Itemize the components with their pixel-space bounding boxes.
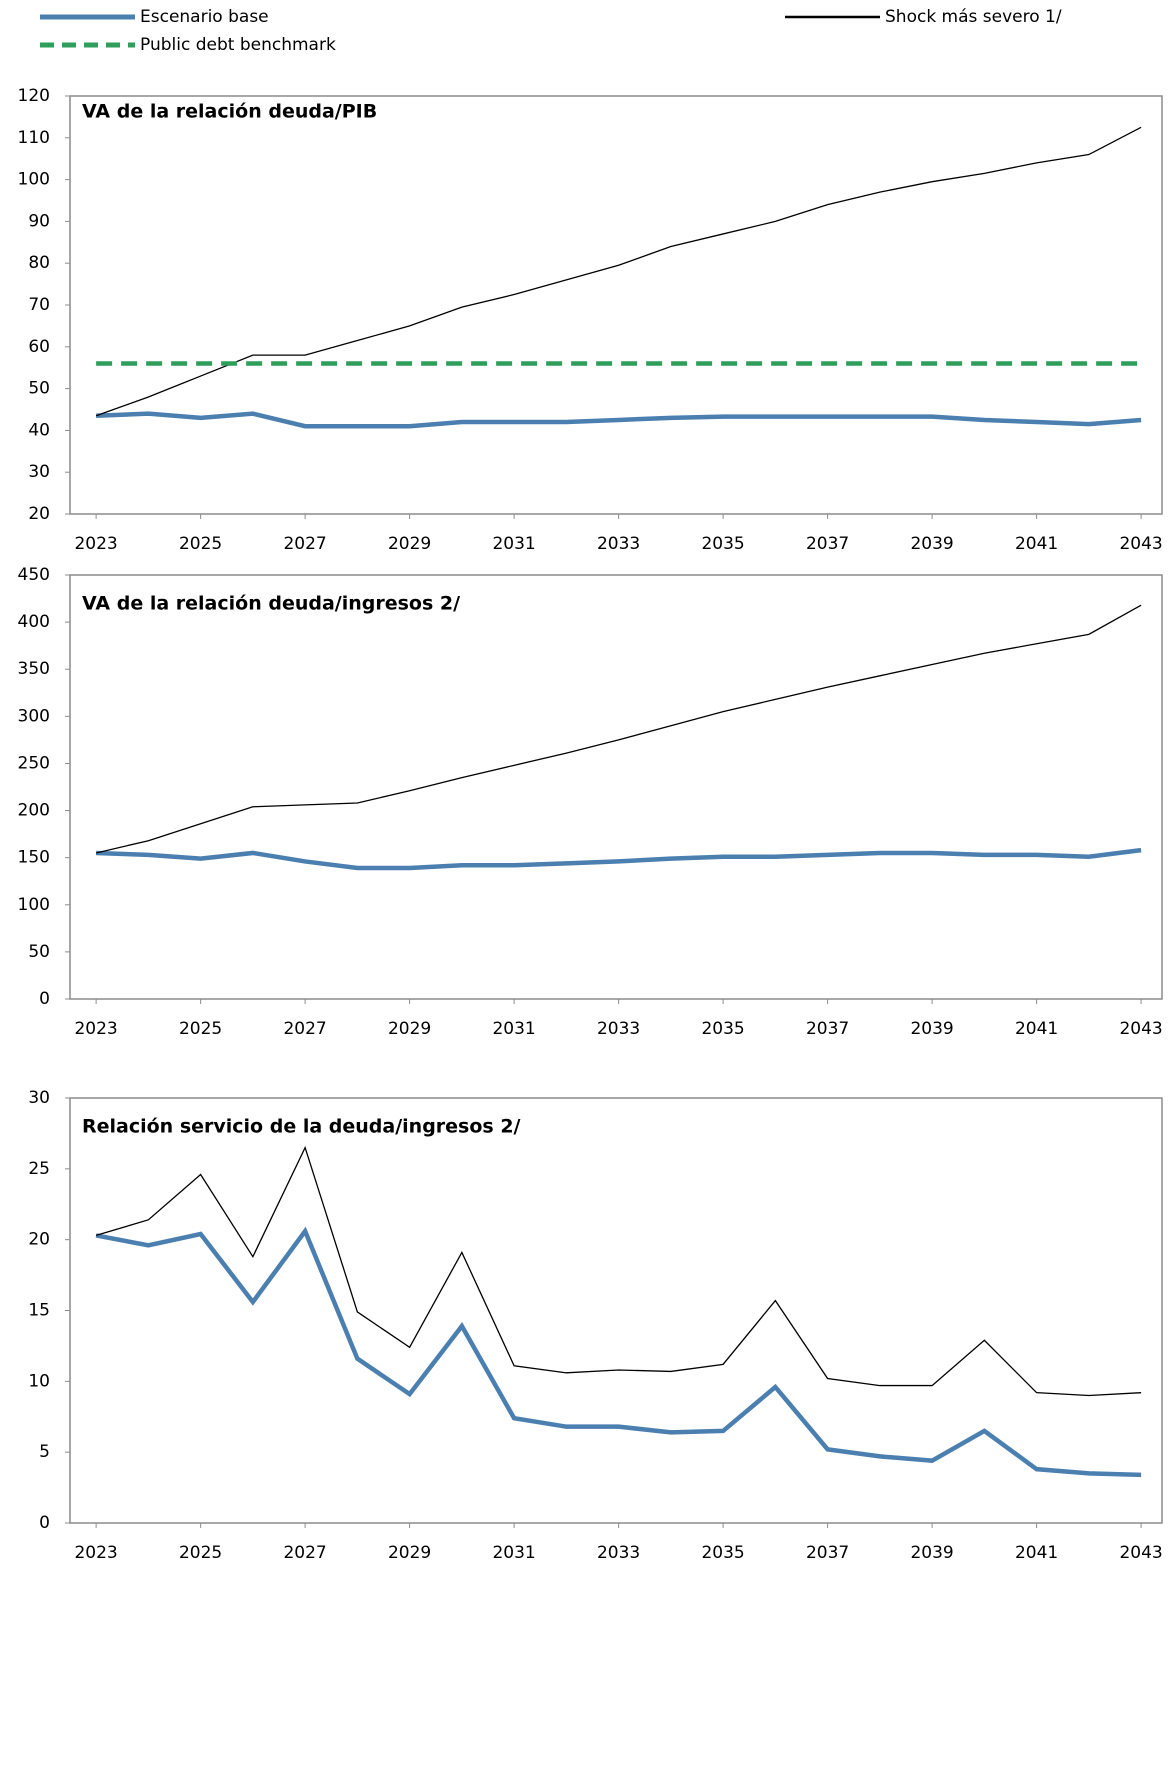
x-tick-label: 2027 xyxy=(283,534,326,554)
legend-label: Shock más severo 1/ xyxy=(885,7,1062,27)
x-tick-label: 2035 xyxy=(701,534,744,554)
x-tick-label: 2043 xyxy=(1119,534,1162,554)
x-tick-label: 2043 xyxy=(1119,1019,1162,1039)
y-tick-label: 50 xyxy=(28,942,50,962)
y-tick-label: 5 xyxy=(39,1442,50,1462)
y-tick-label: 15 xyxy=(28,1301,50,1321)
x-tick-label: 2029 xyxy=(388,1543,431,1563)
x-tick-label: 2039 xyxy=(910,534,953,554)
series-line xyxy=(95,126,1142,417)
legend-label: Public debt benchmark xyxy=(140,35,336,55)
x-tick-label: 2027 xyxy=(283,1543,326,1563)
y-tick-label: 30 xyxy=(28,1088,50,1108)
x-tick-label: 2023 xyxy=(74,1543,117,1563)
y-tick-label: 90 xyxy=(28,211,50,231)
x-tick-label: 2037 xyxy=(806,1019,849,1039)
series-line xyxy=(96,411,1142,429)
chart-title: Relación servicio de la deuda/ingresos 2… xyxy=(82,1116,521,1138)
series-line xyxy=(95,604,1142,854)
x-tick-label: 2041 xyxy=(1015,534,1058,554)
x-tick-label: 2037 xyxy=(806,534,849,554)
x-tick-label: 2027 xyxy=(283,1019,326,1039)
x-tick-label: 2033 xyxy=(597,1019,640,1039)
x-tick-label: 2039 xyxy=(910,1543,953,1563)
x-tick-label: 2031 xyxy=(492,534,535,554)
series-line xyxy=(95,1226,1142,1478)
y-tick-label: 0 xyxy=(39,989,50,1009)
y-tick-label: 250 xyxy=(18,753,50,773)
y-tick-label: 450 xyxy=(18,565,50,585)
y-tick-label: 110 xyxy=(18,128,50,148)
x-tick-label: 2033 xyxy=(597,1543,640,1563)
chart-title: VA de la relación deuda/ingresos 2/ xyxy=(82,593,460,615)
y-tick-label: 30 xyxy=(28,462,50,482)
y-tick-label: 100 xyxy=(18,170,50,190)
x-tick-label: 2029 xyxy=(388,1019,431,1039)
y-tick-label: 120 xyxy=(18,86,50,106)
y-tick-label: 20 xyxy=(28,1230,50,1250)
legend-label: Escenario base xyxy=(140,7,269,27)
x-tick-label: 2033 xyxy=(597,534,640,554)
x-tick-label: 2023 xyxy=(74,534,117,554)
x-tick-label: 2041 xyxy=(1015,1019,1058,1039)
y-tick-label: 200 xyxy=(18,801,50,821)
x-tick-label: 2035 xyxy=(701,1543,744,1563)
y-tick-label: 50 xyxy=(28,379,50,399)
x-tick-label: 2031 xyxy=(492,1019,535,1039)
series-line xyxy=(95,1145,1142,1397)
plot-frame xyxy=(69,1097,1163,1524)
y-tick-label: 20 xyxy=(28,504,50,524)
series-line xyxy=(96,847,1142,871)
y-tick-label: 0 xyxy=(39,1513,50,1533)
plot-frame xyxy=(69,574,1163,1000)
x-tick-label: 2025 xyxy=(179,1019,222,1039)
x-tick-label: 2031 xyxy=(492,1543,535,1563)
y-tick-label: 70 xyxy=(28,295,50,315)
x-tick-label: 2023 xyxy=(74,1019,117,1039)
y-tick-label: 25 xyxy=(28,1159,50,1179)
y-tick-label: 100 xyxy=(18,895,50,915)
x-tick-label: 2035 xyxy=(701,1019,744,1039)
x-tick-label: 2037 xyxy=(806,1543,849,1563)
y-tick-label: 300 xyxy=(18,706,50,726)
plot-frame xyxy=(69,95,1163,515)
y-tick-label: 80 xyxy=(28,253,50,273)
x-tick-label: 2043 xyxy=(1119,1543,1162,1563)
y-tick-label: 60 xyxy=(28,337,50,357)
y-tick-label: 40 xyxy=(28,420,50,440)
x-tick-label: 2025 xyxy=(179,534,222,554)
y-tick-label: 10 xyxy=(28,1371,50,1391)
x-tick-label: 2041 xyxy=(1015,1543,1058,1563)
x-tick-label: 2039 xyxy=(910,1019,953,1039)
y-tick-label: 150 xyxy=(18,848,50,868)
x-tick-label: 2029 xyxy=(388,534,431,554)
x-tick-label: 2025 xyxy=(179,1543,222,1563)
y-tick-label: 400 xyxy=(18,612,50,632)
y-tick-label: 350 xyxy=(18,659,50,679)
chart-title: VA de la relación deuda/PIB xyxy=(82,101,377,123)
